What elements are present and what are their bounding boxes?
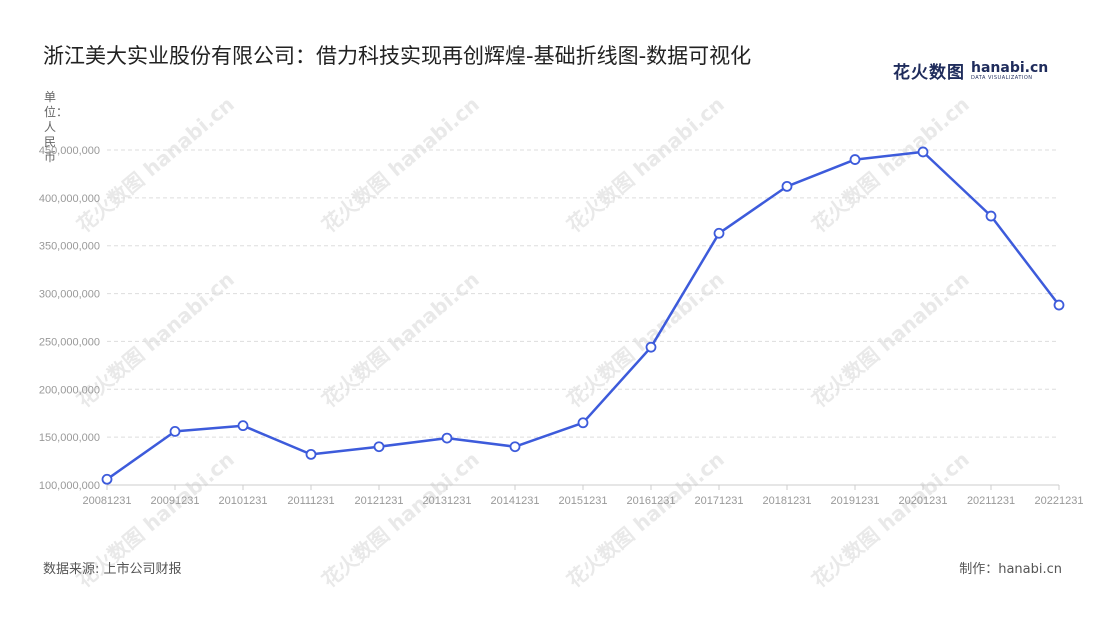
x-tick-label: 20131231 — [423, 495, 472, 507]
watermark: 花火数图 hanabi.cn — [72, 92, 239, 237]
x-tick-label: 20141231 — [491, 495, 540, 507]
data-point[interactable] — [1053, 299, 1065, 311]
brand-tagline: DATA VISUALIZATION — [971, 74, 1033, 81]
data-points — [101, 146, 1065, 485]
x-tick-label: 20181231 — [763, 495, 812, 507]
watermark: 花火数图 hanabi.cn — [807, 92, 974, 237]
x-tick-label: 20101231 — [219, 495, 268, 507]
watermark: 花火数图 hanabi.cn — [317, 267, 484, 412]
data-point[interactable] — [101, 473, 113, 485]
x-tick-label: 20201231 — [899, 495, 948, 507]
data-point[interactable] — [169, 425, 181, 437]
data-point[interactable] — [237, 420, 249, 432]
x-axis — [106, 484, 1060, 490]
y-tick-label: 250,000,000 — [39, 336, 100, 348]
watermark: 花火数图 hanabi.cn — [562, 92, 729, 237]
x-tick-label: 20221231 — [1035, 495, 1084, 507]
watermark: 花火数图 hanabi.cn — [562, 267, 729, 412]
watermark: 花火数图 hanabi.cn — [317, 92, 484, 237]
y-tick-label: 350,000,000 — [39, 241, 100, 253]
y-tick-label: 400,000,000 — [39, 193, 100, 205]
grid-lines — [107, 149, 1059, 438]
brand-logo: 花火数图 hanabi.cn DATA VISUALIZATION — [893, 58, 1048, 84]
x-tick-label: 20191231 — [831, 495, 880, 507]
watermark: 花火数图 hanabi.cn — [562, 447, 729, 592]
x-tick-label: 20091231 — [151, 495, 200, 507]
brand-logo-en: hanabi.cn DATA VISUALIZATION — [971, 61, 1048, 81]
x-tick-label: 20171231 — [695, 495, 744, 507]
data-point[interactable] — [305, 448, 317, 460]
x-axis-tick-labels: 20081231 20091231 20101231 20111231 20121231… — [83, 495, 1084, 507]
data-point[interactable] — [917, 146, 929, 158]
x-tick-label: 20151231 — [559, 495, 608, 507]
data-point[interactable] — [645, 341, 657, 353]
data-point[interactable] — [577, 417, 589, 429]
data-source-note: 数据来源: 上市公司财报 — [43, 562, 182, 577]
brand-domain: hanabi.cn — [971, 59, 1049, 76]
data-point[interactable] — [373, 441, 385, 453]
x-tick-label: 20211231 — [967, 495, 1015, 507]
x-tick-label: 20121231 — [355, 495, 404, 507]
y-tick-label: 150,000,000 — [39, 432, 100, 444]
x-tick-label: 20081231 — [83, 495, 132, 507]
data-point[interactable] — [509, 441, 521, 453]
brand-logo-cn: 花火数图 — [893, 63, 965, 83]
x-tick-label: 20111231 — [287, 495, 334, 507]
x-tick-label: 20161231 — [627, 495, 676, 507]
data-point[interactable] — [781, 180, 793, 192]
watermark: 花火数图 hanabi.cn — [807, 447, 974, 592]
watermark: 花火数图 hanabi.cn — [807, 267, 974, 412]
y-axis-tick-labels: 100,000,000 150,000,000 200,000,000 250,000… — [39, 145, 100, 492]
chart-title: 浙江美大实业股份有限公司：借力科技实现再创辉煌-基础折线图-数据可视化 — [43, 44, 752, 68]
data-point[interactable] — [441, 432, 453, 444]
maker-credit: 制作：hanabi.cn — [959, 562, 1062, 577]
data-point[interactable] — [713, 227, 725, 239]
y-tick-label: 200,000,000 — [39, 384, 100, 396]
y-tick-label: 100,000,000 — [39, 480, 100, 492]
data-point[interactable] — [849, 154, 861, 165]
data-point[interactable] — [985, 210, 997, 222]
y-tick-label: 300,000,000 — [39, 289, 100, 301]
y-tick-label: 450,000,000 — [39, 145, 100, 157]
watermark: 花火数图 hanabi.cn — [317, 447, 484, 592]
